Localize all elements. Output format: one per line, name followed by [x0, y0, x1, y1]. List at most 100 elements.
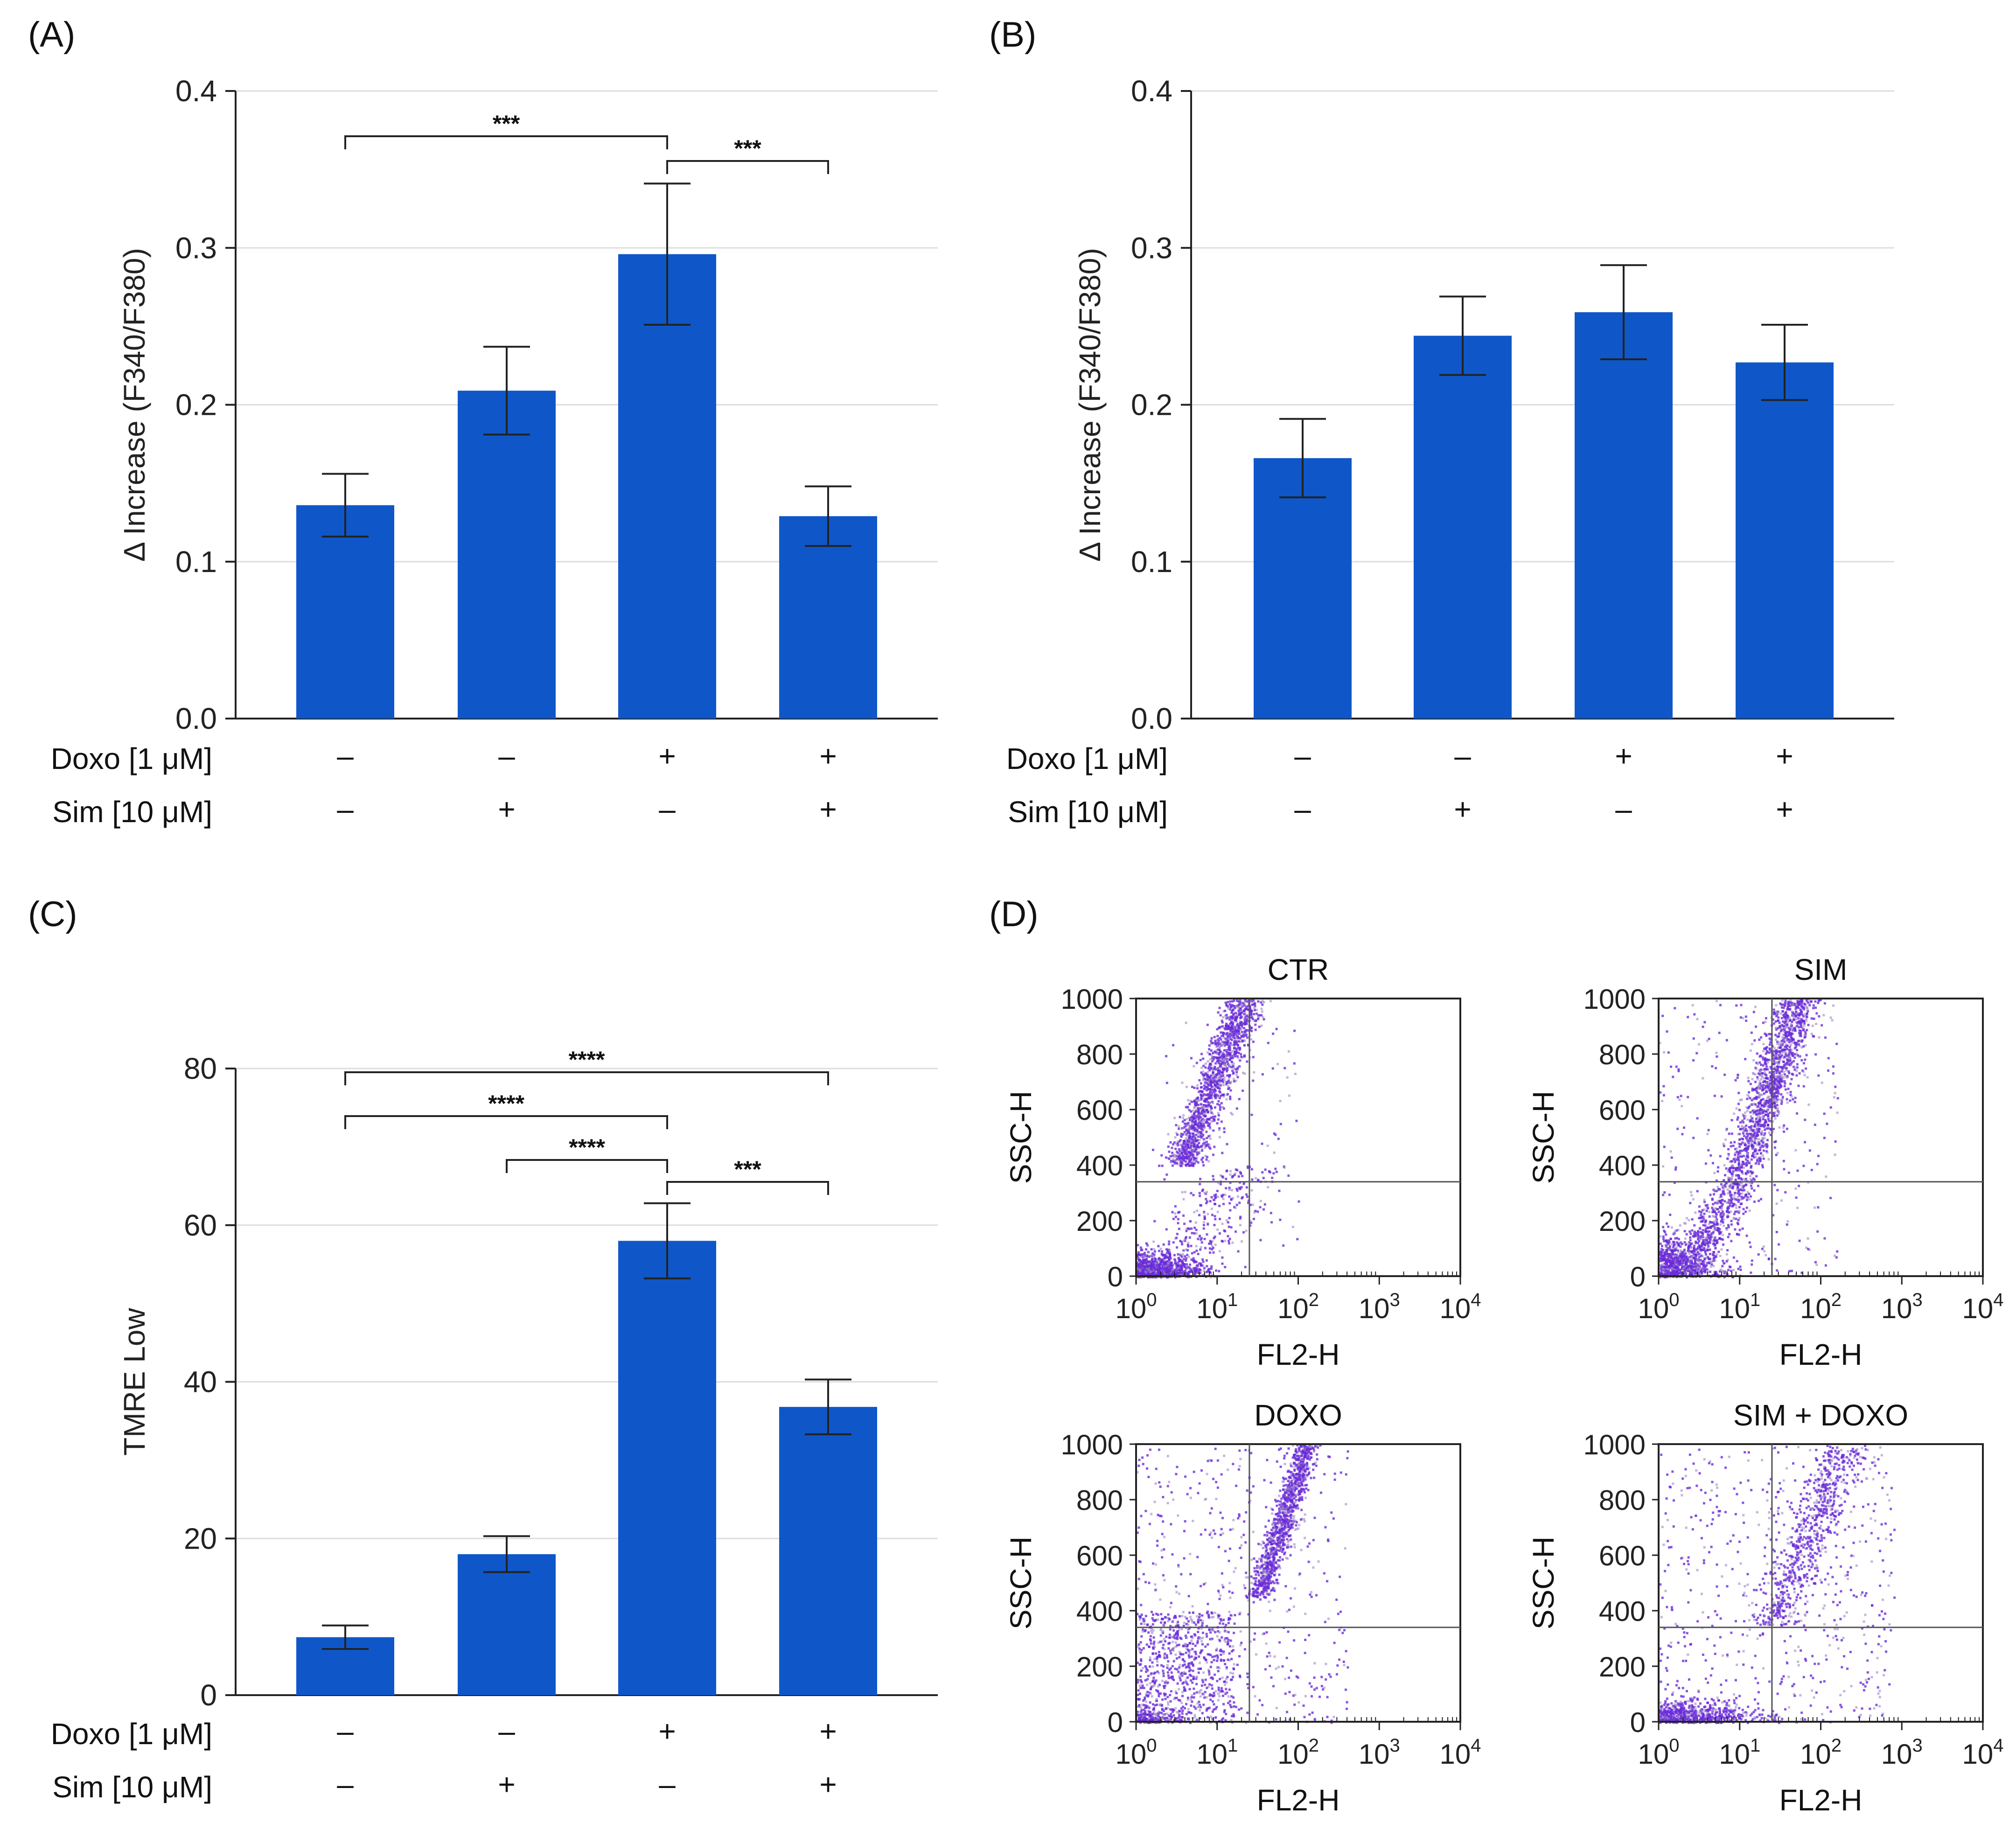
event-dot — [1195, 1232, 1198, 1235]
event-dot — [1200, 1132, 1203, 1135]
event-dot — [1795, 1069, 1798, 1072]
event-dot — [1208, 1143, 1211, 1146]
event-dot — [1773, 1102, 1776, 1104]
event-dot — [1249, 1034, 1251, 1037]
event-dot — [1779, 1030, 1782, 1033]
event-dot — [1151, 1252, 1154, 1255]
event-dot — [1737, 1186, 1739, 1189]
event-dot — [1745, 1193, 1748, 1196]
event-dot — [1785, 1034, 1787, 1037]
event-dot — [1697, 1253, 1700, 1256]
event-dot — [1191, 1141, 1193, 1144]
event-dot — [1221, 1051, 1224, 1054]
event-dot — [1769, 1041, 1772, 1044]
event-dot — [1153, 1220, 1156, 1222]
event-dot — [1156, 1258, 1159, 1261]
event-dot — [1780, 1003, 1783, 1006]
event-dot — [1745, 1125, 1748, 1127]
event-dot — [1206, 1078, 1209, 1081]
event-dot — [1206, 1118, 1209, 1121]
event-dot — [1210, 1054, 1213, 1056]
event-dot — [1206, 1233, 1208, 1236]
event-dot — [1727, 1201, 1730, 1204]
event-dot — [1207, 1122, 1209, 1125]
event-dot — [1253, 1020, 1256, 1022]
event-dot — [1254, 1023, 1257, 1026]
event-dot — [1224, 1049, 1227, 1052]
event-dot — [1217, 1056, 1220, 1059]
event-dot — [1718, 1237, 1721, 1240]
event-dot — [1223, 1061, 1226, 1064]
significance-bracket — [344, 1071, 829, 1085]
event-dot — [1231, 1175, 1234, 1178]
event-dot — [1144, 1258, 1146, 1261]
event-dot — [1762, 1116, 1765, 1118]
event-dot — [1704, 1204, 1707, 1207]
event-dot — [1219, 1091, 1221, 1094]
event-dot — [1219, 1050, 1221, 1053]
event-dot — [1254, 1028, 1257, 1031]
event-dot — [1764, 1132, 1766, 1135]
event-dot — [1751, 1181, 1753, 1184]
event-dot — [1765, 1090, 1767, 1093]
event-dot — [1210, 1064, 1213, 1067]
event-dot — [1782, 1057, 1785, 1060]
event-dot — [1738, 1194, 1741, 1197]
event-dot — [1156, 1273, 1158, 1276]
event-dot — [1791, 1055, 1794, 1057]
event-dot — [1187, 1158, 1190, 1160]
event-dot — [1200, 1095, 1203, 1097]
event-dot — [1212, 1175, 1214, 1178]
event-dot — [1177, 1144, 1179, 1147]
event-dot — [1796, 1066, 1799, 1069]
event-dot — [1764, 1087, 1766, 1090]
event-dot — [1735, 1107, 1738, 1110]
event-dot — [1184, 1237, 1187, 1240]
event-dot — [1234, 1026, 1237, 1028]
event-dot — [1228, 1053, 1231, 1055]
significance-label: *** — [734, 135, 761, 161]
event-dot — [1793, 1056, 1796, 1059]
event-dot — [1761, 1086, 1764, 1089]
event-dot — [1228, 1237, 1231, 1240]
event-dot — [1766, 1097, 1769, 1099]
event-dot — [1250, 1189, 1253, 1192]
event-dot — [1255, 1020, 1257, 1022]
event-dot — [1774, 1068, 1777, 1070]
event-dot — [1177, 1152, 1179, 1154]
event-dot — [1253, 1071, 1256, 1074]
event-dot — [1178, 1271, 1180, 1273]
event-dot — [1200, 1119, 1203, 1122]
event-dot — [1187, 1150, 1190, 1153]
event-dot — [1190, 1258, 1193, 1261]
event-dot — [1165, 1263, 1167, 1266]
event-dot — [1219, 1014, 1222, 1017]
event-dot — [1767, 1127, 1770, 1130]
event-dot — [1734, 1178, 1737, 1181]
event-dot — [1204, 1154, 1207, 1157]
event-dot — [1262, 1177, 1265, 1180]
event-dot — [1764, 1124, 1766, 1127]
event-dot — [1250, 1000, 1253, 1003]
event-dot — [1226, 1067, 1228, 1069]
event-dot — [1742, 1138, 1744, 1141]
event-dot — [1786, 1026, 1789, 1028]
event-dot — [1186, 1155, 1189, 1158]
event-dot — [1798, 1040, 1800, 1042]
event-dot — [1186, 1254, 1189, 1257]
event-dot — [1232, 1050, 1235, 1053]
event-dot — [1720, 1183, 1723, 1186]
event-dot — [1191, 1116, 1193, 1118]
event-dot — [1739, 1155, 1742, 1158]
event-dot — [1155, 1265, 1158, 1268]
event-dot — [1227, 1088, 1230, 1090]
event-dot — [1197, 1111, 1200, 1114]
event-dot — [1186, 1243, 1189, 1246]
event-dot — [1182, 1114, 1185, 1117]
event-dot — [1695, 1235, 1698, 1238]
event-dot — [1229, 1173, 1232, 1176]
event-dot — [1769, 1082, 1772, 1085]
event-dot — [1783, 1055, 1786, 1058]
event-dot — [1200, 1122, 1202, 1125]
event-dot — [1200, 1136, 1203, 1139]
